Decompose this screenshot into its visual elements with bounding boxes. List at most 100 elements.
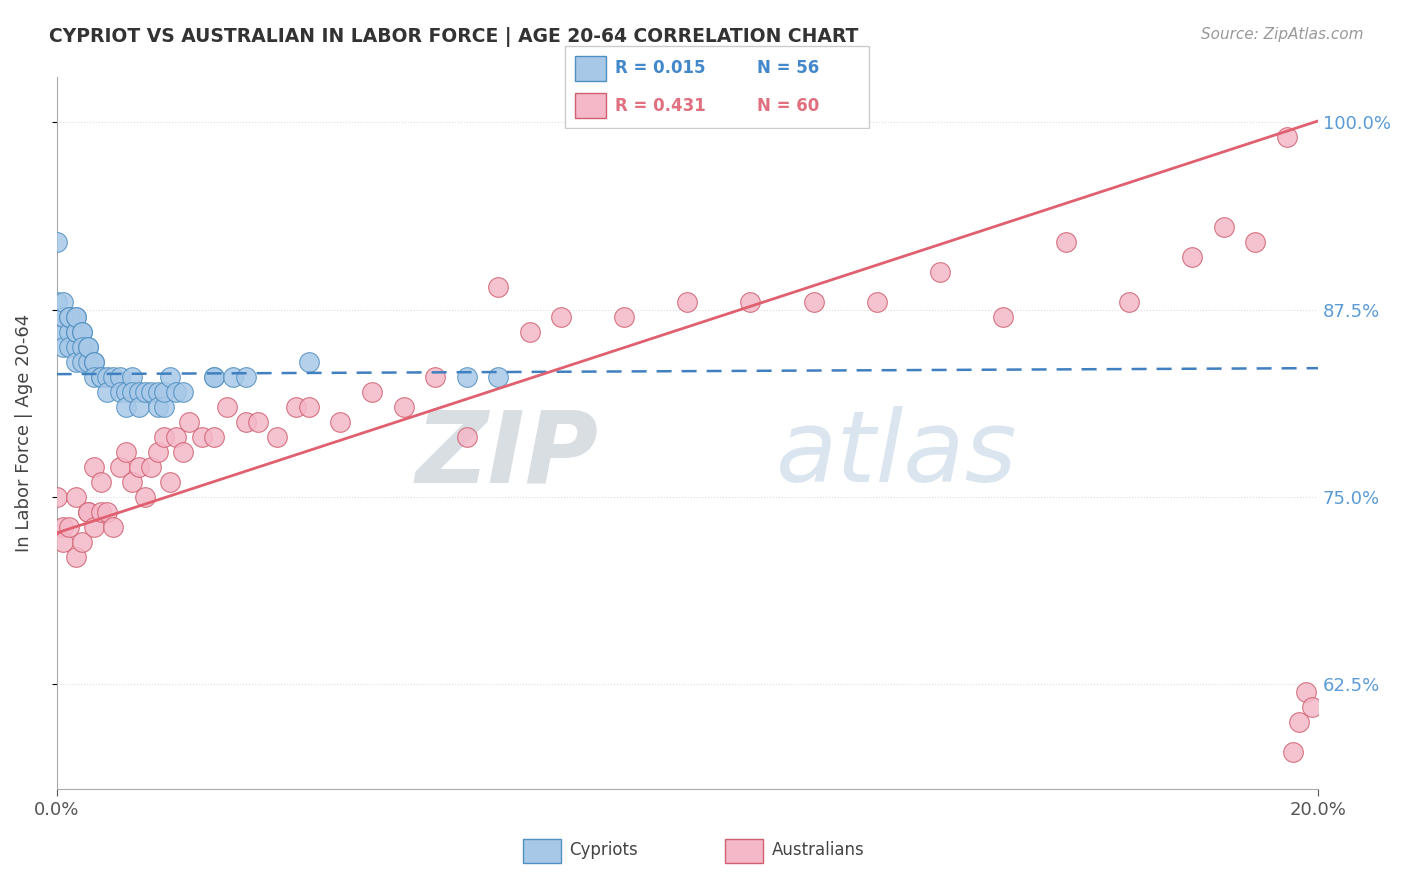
Point bbox=[141, 460, 163, 475]
Point bbox=[1054, 235, 1077, 250]
Point bbox=[146, 445, 169, 459]
Point bbox=[90, 505, 112, 519]
Point bbox=[52, 295, 75, 310]
Point bbox=[202, 430, 225, 444]
Point bbox=[77, 340, 100, 354]
Point bbox=[159, 475, 181, 489]
Point bbox=[58, 340, 80, 354]
Point bbox=[1118, 295, 1140, 310]
Point bbox=[121, 475, 143, 489]
Text: CYPRIOT VS AUSTRALIAN IN LABOR FORCE | AGE 20-64 CORRELATION CHART: CYPRIOT VS AUSTRALIAN IN LABOR FORCE | A… bbox=[49, 27, 859, 46]
Point bbox=[172, 445, 194, 459]
Point bbox=[58, 310, 80, 325]
Point bbox=[172, 385, 194, 400]
Text: R = 0.015: R = 0.015 bbox=[614, 60, 706, 78]
Point bbox=[361, 385, 384, 400]
Point bbox=[190, 430, 212, 444]
Point bbox=[83, 355, 105, 369]
FancyBboxPatch shape bbox=[575, 93, 606, 119]
Point bbox=[613, 310, 636, 325]
Point bbox=[65, 325, 87, 339]
Point bbox=[65, 490, 87, 504]
Point bbox=[235, 370, 257, 384]
Point bbox=[96, 505, 118, 519]
Point bbox=[202, 370, 225, 384]
Point bbox=[166, 385, 188, 400]
Point bbox=[65, 355, 87, 369]
Point bbox=[77, 355, 100, 369]
Point bbox=[298, 400, 321, 414]
FancyBboxPatch shape bbox=[575, 55, 606, 81]
Point bbox=[77, 505, 100, 519]
Point bbox=[1181, 250, 1204, 264]
Point bbox=[166, 430, 188, 444]
Point bbox=[103, 370, 125, 384]
Point bbox=[1295, 685, 1317, 699]
Text: Australians: Australians bbox=[772, 841, 865, 859]
Point bbox=[90, 370, 112, 384]
Point bbox=[423, 370, 446, 384]
Point bbox=[52, 310, 75, 325]
Point bbox=[70, 355, 93, 369]
Text: atlas: atlas bbox=[776, 406, 1018, 503]
Point bbox=[1288, 714, 1310, 729]
Y-axis label: In Labor Force | Age 20-64: In Labor Force | Age 20-64 bbox=[15, 314, 32, 552]
Point bbox=[141, 385, 163, 400]
Point bbox=[146, 385, 169, 400]
Point bbox=[247, 415, 270, 429]
Point bbox=[153, 385, 176, 400]
Point bbox=[52, 520, 75, 534]
Point bbox=[159, 370, 181, 384]
Point bbox=[52, 535, 75, 549]
Point bbox=[108, 460, 131, 475]
Point bbox=[222, 370, 245, 384]
Point bbox=[45, 490, 67, 504]
Point bbox=[115, 385, 138, 400]
Point bbox=[134, 385, 156, 400]
Point bbox=[215, 400, 238, 414]
Point bbox=[52, 340, 75, 354]
Point bbox=[70, 325, 93, 339]
Point bbox=[285, 400, 308, 414]
Point bbox=[153, 400, 176, 414]
Point bbox=[52, 325, 75, 339]
Point bbox=[58, 310, 80, 325]
Point bbox=[70, 535, 93, 549]
Point bbox=[65, 340, 87, 354]
Point bbox=[128, 385, 150, 400]
Point bbox=[96, 385, 118, 400]
Text: N = 56: N = 56 bbox=[758, 60, 820, 78]
Point bbox=[58, 520, 80, 534]
Point bbox=[1301, 699, 1323, 714]
Point bbox=[456, 370, 478, 384]
Point bbox=[96, 370, 118, 384]
Point bbox=[52, 310, 75, 325]
Point bbox=[90, 475, 112, 489]
Text: Cypriots: Cypriots bbox=[569, 841, 638, 859]
Point bbox=[83, 355, 105, 369]
Point bbox=[456, 430, 478, 444]
Point bbox=[486, 280, 509, 294]
Point bbox=[991, 310, 1014, 325]
Point bbox=[121, 385, 143, 400]
Text: N = 60: N = 60 bbox=[758, 96, 820, 114]
Point bbox=[108, 385, 131, 400]
Point bbox=[329, 415, 352, 429]
Point bbox=[65, 549, 87, 564]
Point bbox=[740, 295, 762, 310]
Point bbox=[103, 520, 125, 534]
Text: R = 0.431: R = 0.431 bbox=[614, 96, 706, 114]
Point bbox=[128, 400, 150, 414]
Point bbox=[1212, 220, 1234, 235]
Point bbox=[235, 415, 257, 429]
Point bbox=[58, 325, 80, 339]
Point bbox=[1244, 235, 1267, 250]
Text: Source: ZipAtlas.com: Source: ZipAtlas.com bbox=[1201, 27, 1364, 42]
Point bbox=[65, 310, 87, 325]
Point bbox=[70, 340, 93, 354]
Point bbox=[1282, 745, 1305, 759]
Point bbox=[77, 505, 100, 519]
Point bbox=[45, 235, 67, 250]
Point bbox=[108, 370, 131, 384]
Point bbox=[177, 415, 200, 429]
